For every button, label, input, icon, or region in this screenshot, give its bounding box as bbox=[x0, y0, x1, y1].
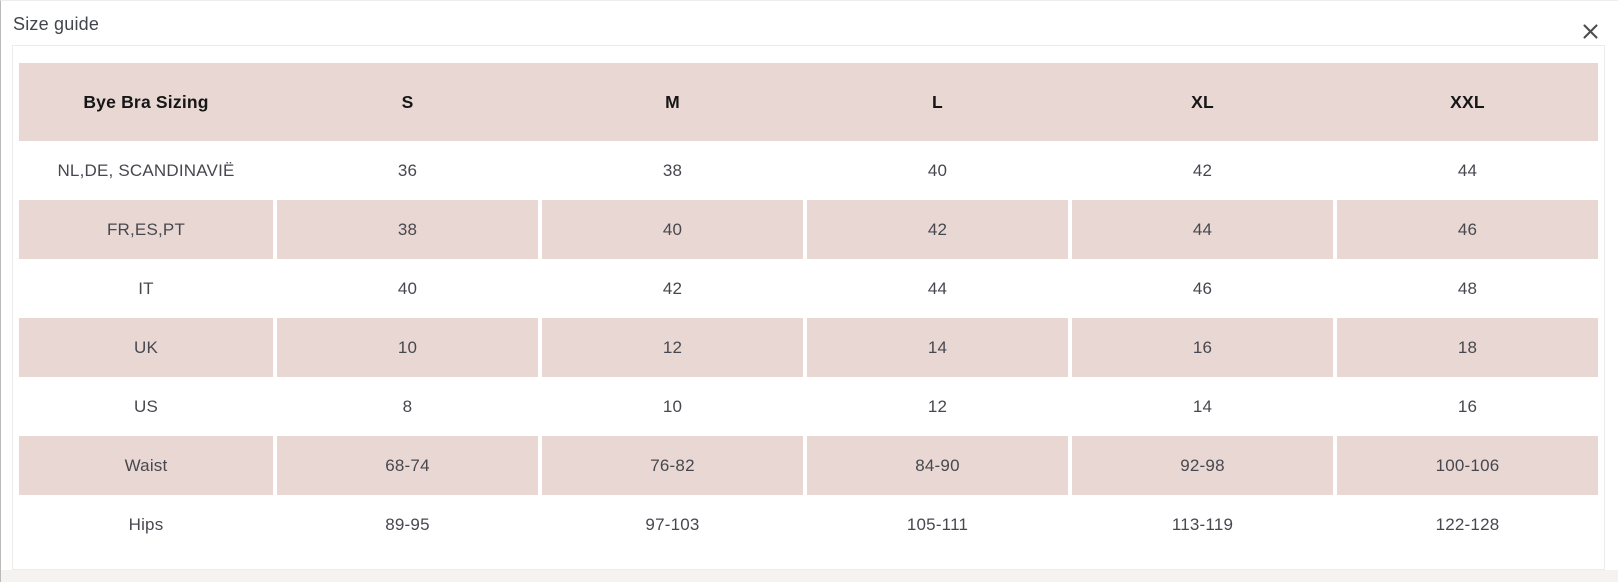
row-label: UK bbox=[19, 318, 273, 377]
table-cell: 36 bbox=[397, 160, 418, 180]
table-cell: 46 bbox=[1192, 278, 1213, 298]
modal-title: Size guide bbox=[13, 14, 100, 34]
table-cell: 8 bbox=[402, 396, 413, 416]
header-cell-m: M bbox=[665, 91, 680, 112]
table-cell: 44 bbox=[1072, 200, 1333, 259]
header-cell-xxl: XXL bbox=[1450, 91, 1485, 112]
table-cell: 42 bbox=[662, 278, 683, 298]
table-cell: 89-95 bbox=[385, 514, 430, 534]
table-cell: 44 bbox=[1457, 160, 1478, 180]
table-cell: 38 bbox=[662, 160, 683, 180]
table-cell: 76-82 bbox=[542, 436, 803, 495]
table-row: US 8 10 12 14 16 bbox=[19, 377, 1598, 436]
table-cell: 97-103 bbox=[645, 514, 700, 534]
table-cell: 42 bbox=[1192, 160, 1213, 180]
table-cell: 16 bbox=[1457, 396, 1478, 416]
table-row: UK 10 12 14 16 18 bbox=[19, 318, 1598, 377]
table-cell: 100-106 bbox=[1337, 436, 1598, 495]
table-cell: 44 bbox=[927, 278, 948, 298]
table-cell: 113-119 bbox=[1171, 514, 1234, 534]
modal-bottom-edge bbox=[1, 570, 1618, 582]
row-label: NL,DE, SCANDINAVIË bbox=[57, 160, 235, 180]
row-label: Waist bbox=[19, 436, 273, 495]
table-cell: 40 bbox=[397, 278, 418, 298]
size-table: Bye Bra Sizing S M L XL XXL NL,DE, SCAND… bbox=[19, 63, 1598, 554]
table-cell: 42 bbox=[807, 200, 1068, 259]
header-cell-s: S bbox=[401, 91, 414, 112]
table-row: IT 40 42 44 46 48 bbox=[19, 259, 1598, 318]
table-cell: 10 bbox=[662, 396, 683, 416]
table-cell: 68-74 bbox=[277, 436, 538, 495]
table-header-row: Bye Bra Sizing S M L XL XXL bbox=[19, 63, 1598, 141]
row-label: FR,ES,PT bbox=[19, 200, 273, 259]
table-cell: 38 bbox=[277, 200, 538, 259]
table-cell: 84-90 bbox=[807, 436, 1068, 495]
row-label: Hips bbox=[128, 514, 164, 534]
header-cell-l: L bbox=[932, 91, 943, 112]
table-cell: 48 bbox=[1457, 278, 1478, 298]
table-cell: 40 bbox=[927, 160, 948, 180]
table-cell: 122-128 bbox=[1435, 514, 1500, 534]
table-cell: 92-98 bbox=[1072, 436, 1333, 495]
row-label: US bbox=[133, 396, 159, 416]
table-row: NL,DE, SCANDINAVIË 36 38 40 42 44 bbox=[19, 141, 1598, 200]
header-cell-xl: XL bbox=[1191, 91, 1214, 112]
header-cell-brand: Bye Bra Sizing bbox=[83, 91, 209, 112]
row-label: IT bbox=[138, 278, 154, 298]
table-cell: 16 bbox=[1072, 318, 1333, 377]
table-cell: 12 bbox=[542, 318, 803, 377]
table-row: Waist 68-74 76-82 84-90 92-98 100-106 bbox=[19, 436, 1598, 495]
table-cell: 14 bbox=[1192, 396, 1213, 416]
table-cell: 18 bbox=[1337, 318, 1598, 377]
table-row: Hips 89-95 97-103 105-111 113-119 122-12… bbox=[19, 495, 1598, 554]
table-cell: 12 bbox=[927, 396, 948, 416]
size-guide-panel: Bye Bra Sizing S M L XL XXL NL,DE, SCAND… bbox=[12, 45, 1605, 570]
table-row: FR,ES,PT 38 40 42 44 46 bbox=[19, 200, 1598, 259]
table-cell: 10 bbox=[277, 318, 538, 377]
table-cell: 40 bbox=[542, 200, 803, 259]
table-cell: 105-111 bbox=[906, 514, 969, 534]
close-button[interactable] bbox=[1576, 17, 1604, 45]
table-cell: 14 bbox=[807, 318, 1068, 377]
close-icon bbox=[1581, 22, 1600, 41]
table-cell: 46 bbox=[1337, 200, 1598, 259]
